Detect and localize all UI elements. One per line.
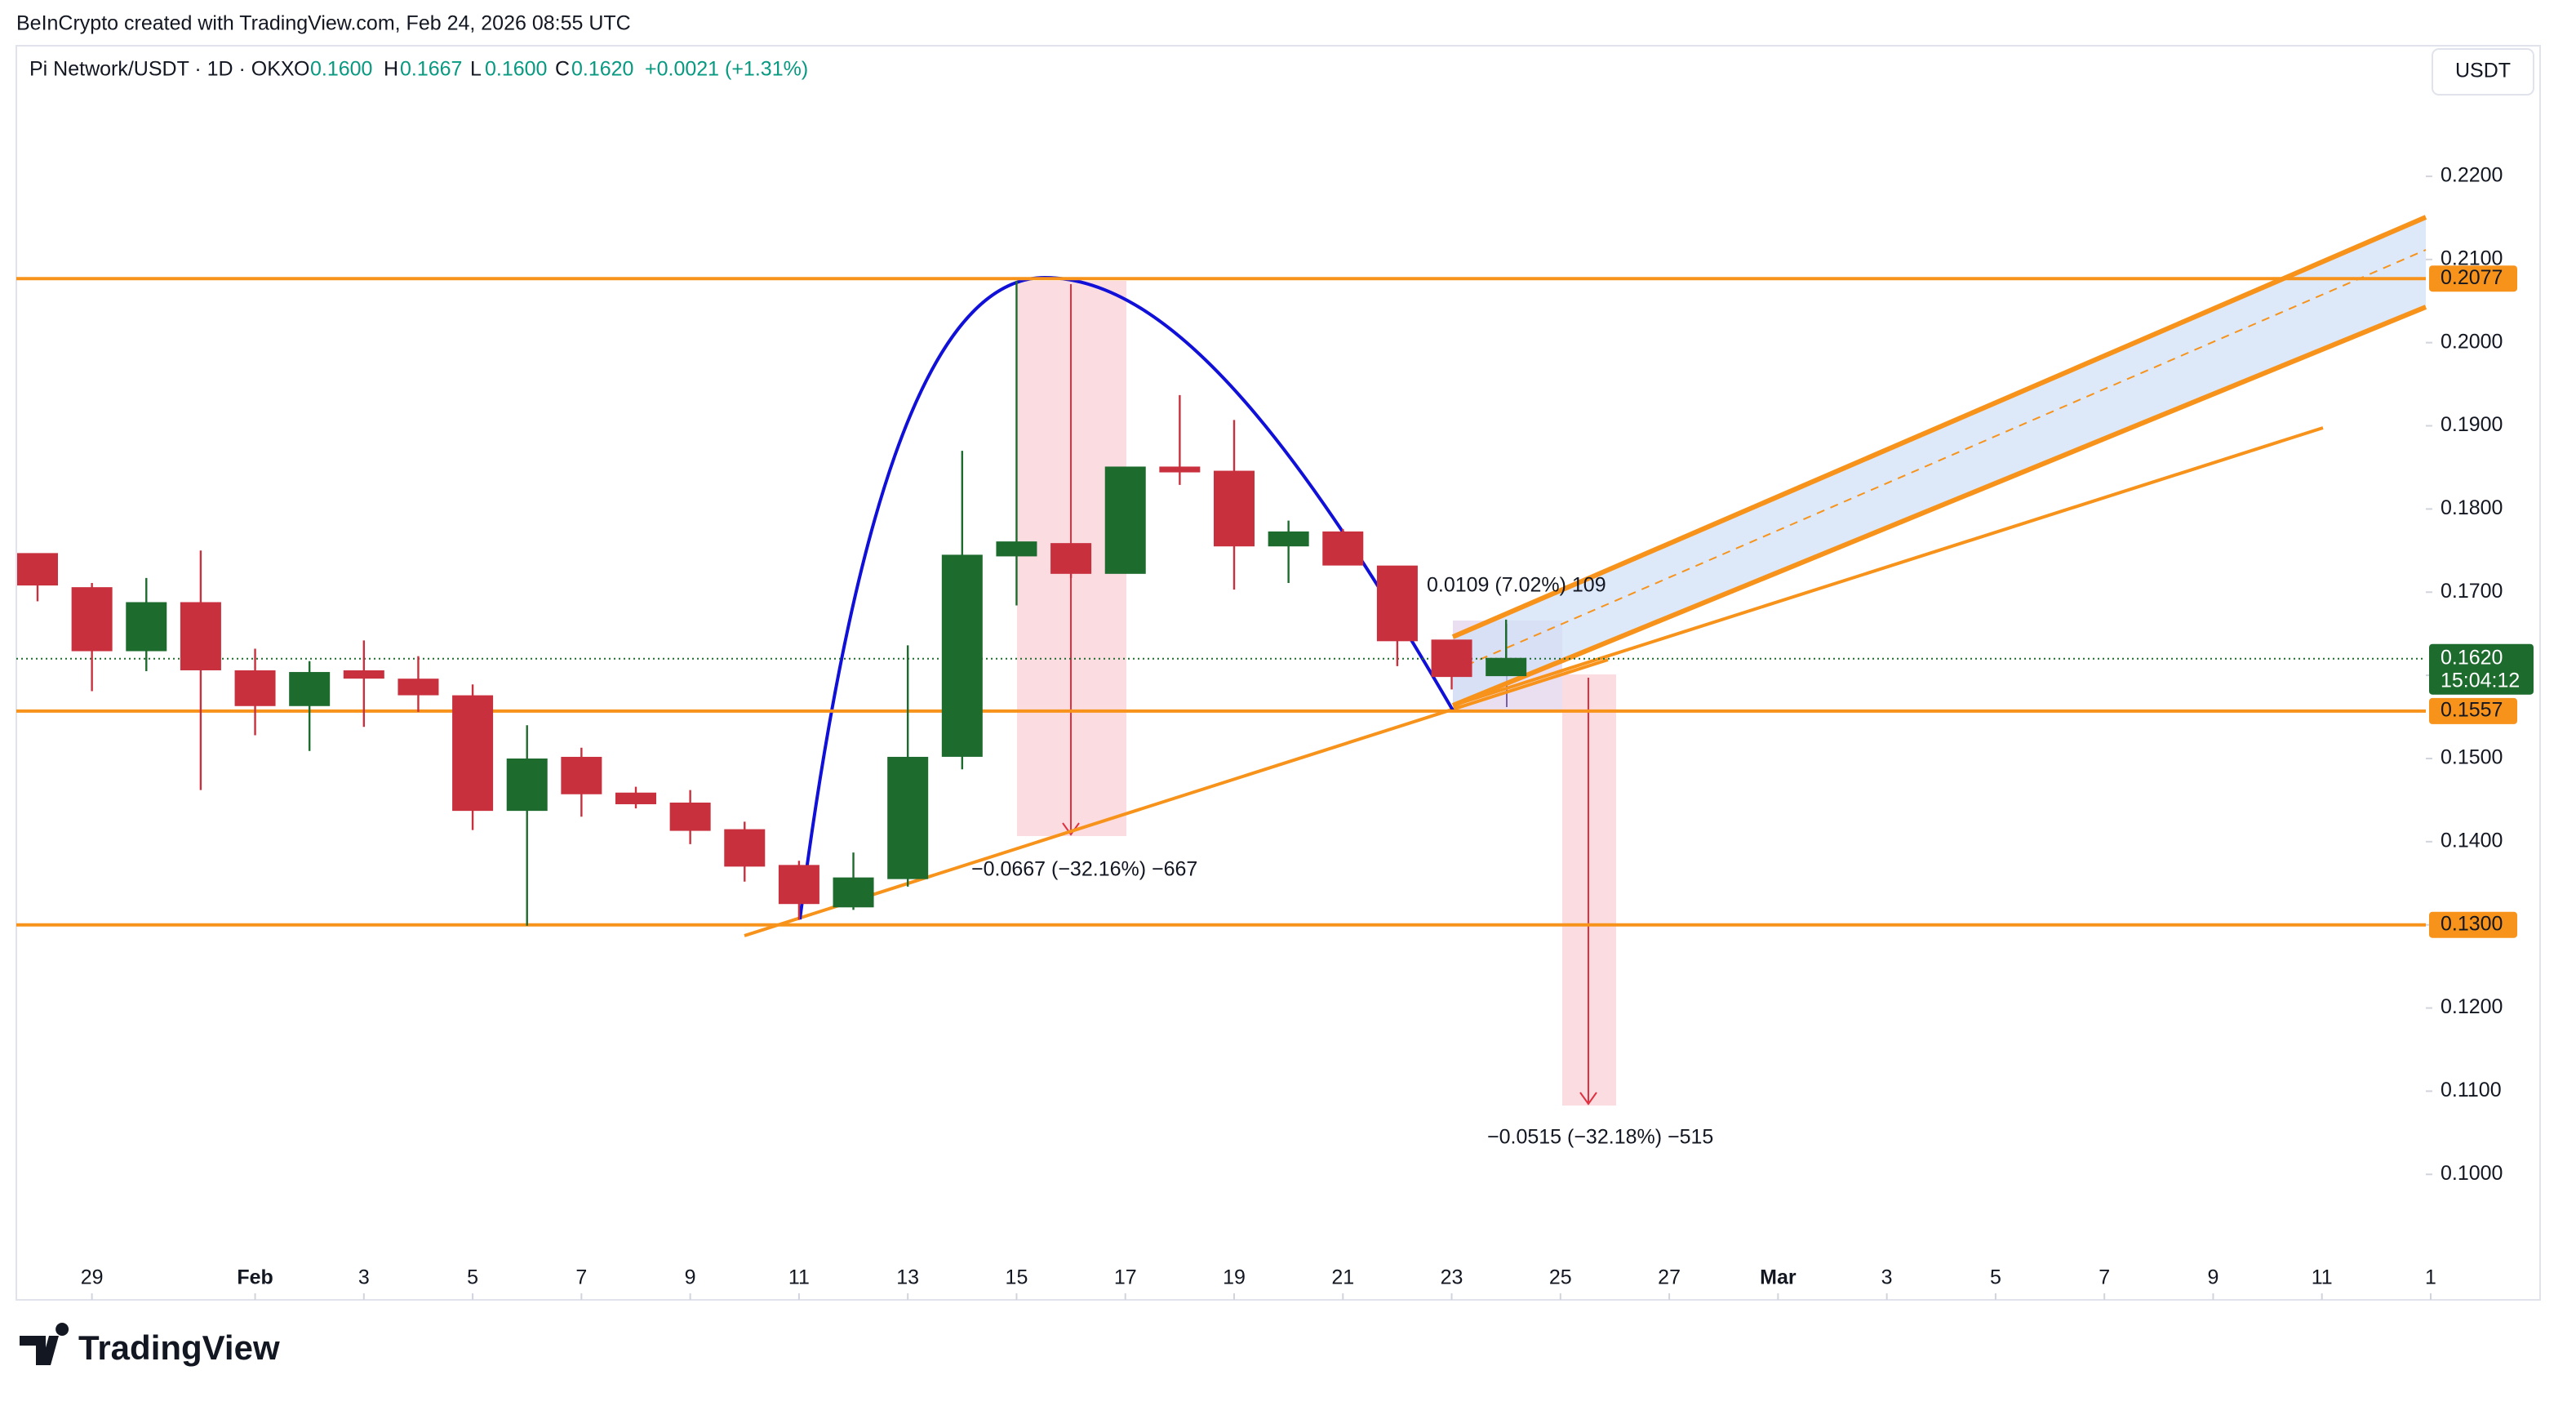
candle-body bbox=[669, 802, 711, 831]
last-price-label: 0.1620 bbox=[2441, 646, 2503, 669]
x-tick-label: 27 bbox=[1658, 1266, 1681, 1289]
last-price-badge bbox=[2429, 643, 2534, 695]
x-tick-label: 7 bbox=[2099, 1266, 2110, 1289]
candle-body bbox=[1376, 565, 1418, 642]
x-tick-label: 7 bbox=[575, 1266, 587, 1289]
ohlc-value: 0.1600 bbox=[485, 58, 547, 81]
x-tick-label: 3 bbox=[1881, 1266, 1893, 1289]
y-tick-label: 0.2000 bbox=[2441, 330, 2503, 353]
y-tick-label: 0.1700 bbox=[2441, 580, 2503, 603]
candle-body bbox=[452, 695, 494, 812]
y-tick-label: 0.1200 bbox=[2441, 995, 2503, 1018]
x-tick-label: 9 bbox=[2208, 1266, 2219, 1289]
ohlc-key: O bbox=[294, 58, 309, 81]
x-tick-label: 19 bbox=[1223, 1266, 1246, 1289]
level-label: 0.1300 bbox=[2441, 912, 2503, 935]
candle-body bbox=[996, 541, 1037, 557]
level-badge bbox=[2429, 911, 2517, 938]
candle-body bbox=[941, 554, 983, 757]
trend-line bbox=[1452, 426, 2324, 707]
x-tick-label: 1 bbox=[2425, 1266, 2436, 1289]
level-label: 0.1557 bbox=[2441, 699, 2503, 722]
x-tick-label: 5 bbox=[467, 1266, 478, 1289]
annotation: −0.0667 (−32.16%) −667 bbox=[971, 858, 1197, 881]
credit: BeInCrypto created with TradingView.com,… bbox=[16, 12, 631, 35]
y-tick-label: 0.1400 bbox=[2441, 829, 2503, 852]
currency-button[interactable] bbox=[2432, 48, 2534, 96]
x-tick-label: 3 bbox=[358, 1266, 370, 1289]
candle-body bbox=[1322, 531, 1364, 566]
ohlc-key: C bbox=[555, 58, 570, 81]
logo-mark bbox=[20, 1323, 69, 1365]
y-tick-label: 0.1800 bbox=[2441, 496, 2503, 519]
ohlc-value: 0.1667 bbox=[400, 58, 462, 81]
x-tick-label: 29 bbox=[81, 1266, 104, 1289]
candle-body bbox=[615, 792, 656, 804]
x-tick-label: 17 bbox=[1114, 1266, 1137, 1289]
candle-body bbox=[343, 670, 384, 679]
change: +0.0021 (+1.31%) bbox=[645, 58, 808, 81]
ohlc-key: L bbox=[470, 58, 482, 81]
candle-body bbox=[833, 877, 874, 908]
candle-body bbox=[1104, 466, 1146, 574]
channel-top bbox=[1451, 215, 2427, 639]
candle-body bbox=[126, 602, 167, 652]
candle-body bbox=[1214, 470, 1255, 547]
x-tick-label: 23 bbox=[1441, 1266, 1463, 1289]
level-badge bbox=[2429, 697, 2517, 724]
symbol: Pi Network/USDT · 1D · OKX bbox=[29, 58, 295, 81]
countdown: 15:04:12 bbox=[2441, 669, 2520, 692]
x-tick-label: 13 bbox=[896, 1266, 919, 1289]
candle-body bbox=[1159, 466, 1201, 473]
x-tick-label: Feb bbox=[237, 1266, 273, 1289]
legend-header: Pi Network/USDT · 1D · OKX O 0.1600 H 0.… bbox=[29, 58, 808, 81]
chart-frame bbox=[16, 45, 2541, 1301]
x-tick-label: 11 bbox=[788, 1266, 810, 1289]
annotation: −0.0515 (−32.18%) −515 bbox=[1487, 1126, 1713, 1149]
candle-body bbox=[17, 553, 58, 586]
candle-body bbox=[887, 756, 929, 879]
trend-line bbox=[744, 658, 1609, 937]
candle-body bbox=[1050, 543, 1092, 574]
x-tick-label: 11 bbox=[2312, 1266, 2333, 1289]
logo: TradingView bbox=[20, 1323, 280, 1367]
candle-body bbox=[561, 756, 602, 794]
arrow-head bbox=[1579, 1092, 1597, 1106]
x-tick-label: 21 bbox=[1331, 1266, 1354, 1289]
arrow-head bbox=[1062, 822, 1080, 836]
y-tick-label: 0.1500 bbox=[2441, 746, 2503, 769]
candle-body bbox=[289, 672, 331, 706]
candle-body bbox=[778, 865, 819, 905]
candle-body bbox=[71, 587, 113, 652]
x-tick-label: 9 bbox=[685, 1266, 696, 1289]
x-tick-label: 5 bbox=[1990, 1266, 2001, 1289]
drawings bbox=[744, 215, 2427, 1106]
candle-body bbox=[180, 602, 221, 670]
logo-text: TradingView bbox=[78, 1328, 280, 1367]
y-tick-label: 0.1100 bbox=[2441, 1079, 2502, 1101]
ohlc-value: 0.1600 bbox=[310, 58, 372, 81]
level-label: 0.2077 bbox=[2441, 266, 2503, 289]
annotation: 0.0109 (7.02%) 109 bbox=[1427, 574, 1606, 597]
candle-body bbox=[234, 670, 276, 706]
currency-label[interactable]: USDT bbox=[2455, 60, 2511, 82]
x-tick-label: Mar bbox=[1760, 1266, 1797, 1289]
y-tick-label: 0.1000 bbox=[2441, 1162, 2503, 1185]
level-badge bbox=[2429, 265, 2517, 292]
x-tick-label: 25 bbox=[1549, 1266, 1572, 1289]
y-tick-label: 0.2200 bbox=[2441, 164, 2503, 187]
candle-body bbox=[724, 829, 766, 867]
ohlc-key: H bbox=[384, 58, 398, 81]
candle-body bbox=[506, 758, 548, 812]
candle-body bbox=[1431, 639, 1472, 678]
candle-body bbox=[1268, 531, 1309, 547]
channel-mid bbox=[1452, 249, 2427, 672]
y-tick-label: 0.1900 bbox=[2441, 413, 2503, 436]
candle-body bbox=[398, 679, 439, 696]
ohlc-value: 0.1620 bbox=[571, 58, 633, 81]
channel-bottom bbox=[1451, 305, 2427, 708]
x-tick-label: 15 bbox=[1006, 1266, 1028, 1289]
candle-body bbox=[1486, 657, 1527, 677]
